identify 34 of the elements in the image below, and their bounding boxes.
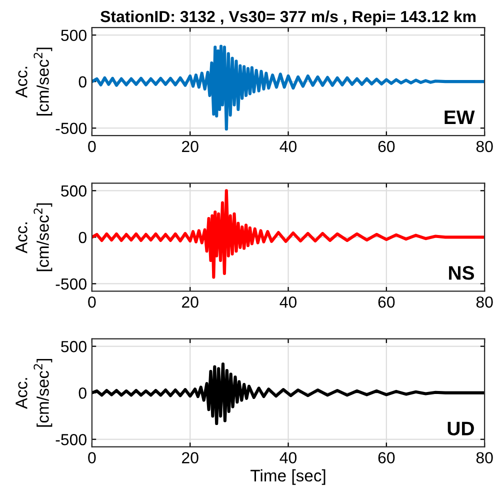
y-axis-title: Acc. [cm/sec$^{2}$] (16, 203, 52, 272)
y-tick-label: -500 (56, 122, 86, 134)
x-tick-label: 20 (182, 296, 198, 308)
y-tick-label: 0 (78, 76, 86, 88)
x-tick-label: 60 (378, 452, 395, 464)
x-tick-label: 20 (182, 140, 198, 152)
x-tick-label: 40 (280, 452, 297, 464)
annotation: EW (444, 110, 475, 124)
x-tick-label: 60 (378, 296, 395, 308)
y-tick-label: -500 (56, 278, 86, 290)
x-tick-label: 20 (182, 452, 198, 464)
y-axis-title: Acc. [cm/sec$^{2}$] (16, 48, 52, 116)
x-tick-label: 80 (476, 452, 493, 464)
line-series (92, 44, 485, 131)
x-tick-label: 40 (280, 140, 297, 152)
x-tick-label: 80 (476, 140, 493, 152)
x-tick-label: 0 (88, 296, 96, 308)
y-tick-label: 500 (61, 340, 86, 352)
annotation: NS (449, 266, 474, 280)
annotation: UD (448, 422, 474, 436)
y-tick-label: 0 (78, 232, 86, 244)
x-tick-label: 0 (88, 140, 96, 152)
line-series (92, 189, 485, 279)
y-tick-label: 500 (61, 185, 86, 197)
chart-title: StationID: 3132 , Vs30= 377 m/s , Repi= 143.12 km (100, 10, 476, 26)
x-tick-label: 0 (88, 452, 96, 464)
y-tick-label: -500 (56, 434, 86, 446)
x-tick-label: 60 (378, 140, 395, 152)
x-tick-label: 40 (280, 296, 297, 308)
y-axis-title: Acc. [cm/sec$^{2}$] (16, 359, 52, 427)
x-tick-label: 80 (476, 296, 493, 308)
y-tick-label: 0 (78, 387, 86, 399)
x-axis-title: Time [sec] (250, 469, 326, 485)
y-tick-label: 500 (61, 30, 86, 41)
